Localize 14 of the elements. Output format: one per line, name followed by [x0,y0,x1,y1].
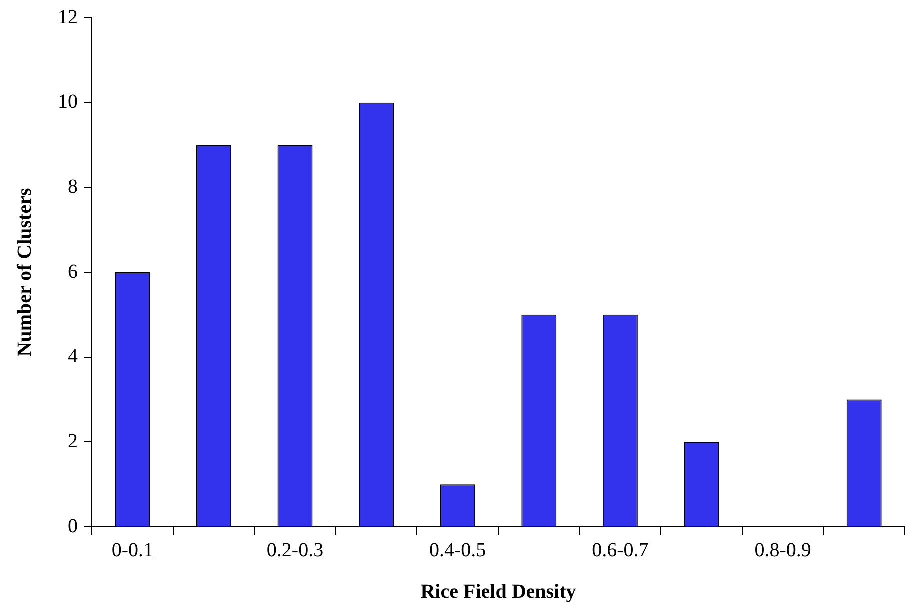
y-tick-label: 8 [68,176,78,198]
x-axis-title: Rice Field Density [420,581,576,604]
y-tick-label: 6 [68,260,78,283]
x-tick-label: 0.4-0.5 [430,539,486,562]
y-axis-title: Number of Clusters [14,188,36,357]
y-tick-label: 12 [58,6,78,28]
x-tick-label: 0.8-0.9 [754,539,812,562]
y-tick-label: 2 [68,430,78,452]
x-tick-label: 0.2-0.3 [266,539,324,562]
x-tick-label: 0-0.1 [112,539,154,562]
x-tick-label: 0.6-0.7 [592,539,649,562]
y-tick-label: 0 [68,515,78,538]
y-tick-label: 10 [58,91,78,114]
y-tick-label: 4 [68,346,78,368]
